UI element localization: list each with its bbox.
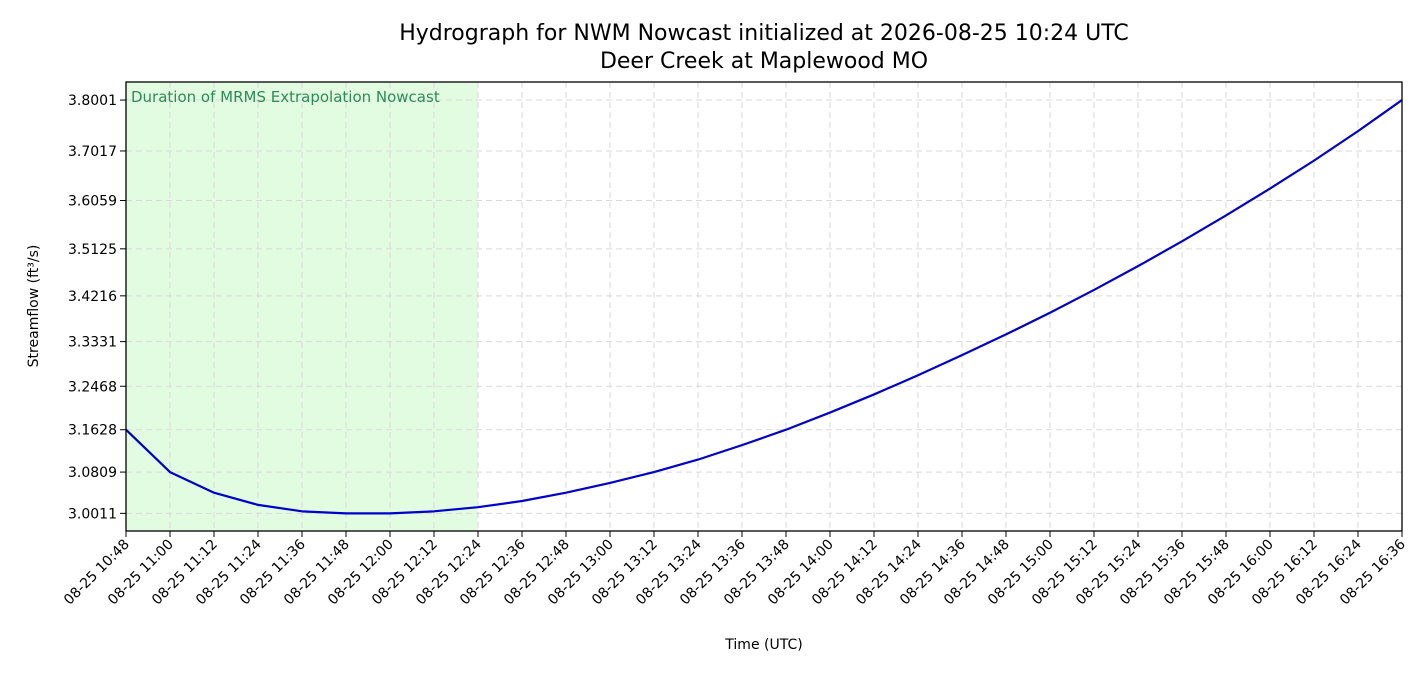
y-tick-label: 3.3331 — [68, 335, 117, 351]
y-tick-label: 3.8001 — [68, 93, 117, 109]
plot-area: Duration of MRMS Extrapolation Nowcast — [125, 81, 1403, 532]
vertical-gridlines — [125, 82, 1403, 531]
y-tick-label: 3.4216 — [68, 289, 117, 305]
chart-subtitle: Deer Creek at Maplewood MO — [600, 49, 928, 74]
y-tick-label: 3.7017 — [68, 144, 117, 160]
nowcast-duration-label: Duration of MRMS Extrapolation Nowcast — [131, 88, 440, 106]
plot-frame — [125, 81, 1403, 532]
y-tick-label: 3.5125 — [68, 242, 117, 258]
y-axis-label: Streamflow (ft³/s) — [26, 245, 42, 368]
x-axis-label: Time (UTC) — [724, 637, 802, 653]
y-tick-label: 3.2468 — [68, 379, 117, 395]
horizontal-gridlines — [126, 99, 1402, 514]
y-tick-label: 3.0809 — [68, 465, 117, 481]
y-tick-label: 3.6059 — [68, 194, 117, 210]
y-tick-label: 3.0011 — [68, 506, 117, 522]
streamflow-series-line — [125, 99, 1403, 515]
y-axis-ticks: 3.0011 3.0809 3.1628 3.2468 3.3331 3.4216 3.51… — [68, 93, 126, 522]
chart-title: Hydrograph for NWM Nowcast initialized a… — [399, 21, 1129, 46]
y-tick-label: 3.1628 — [68, 423, 117, 439]
